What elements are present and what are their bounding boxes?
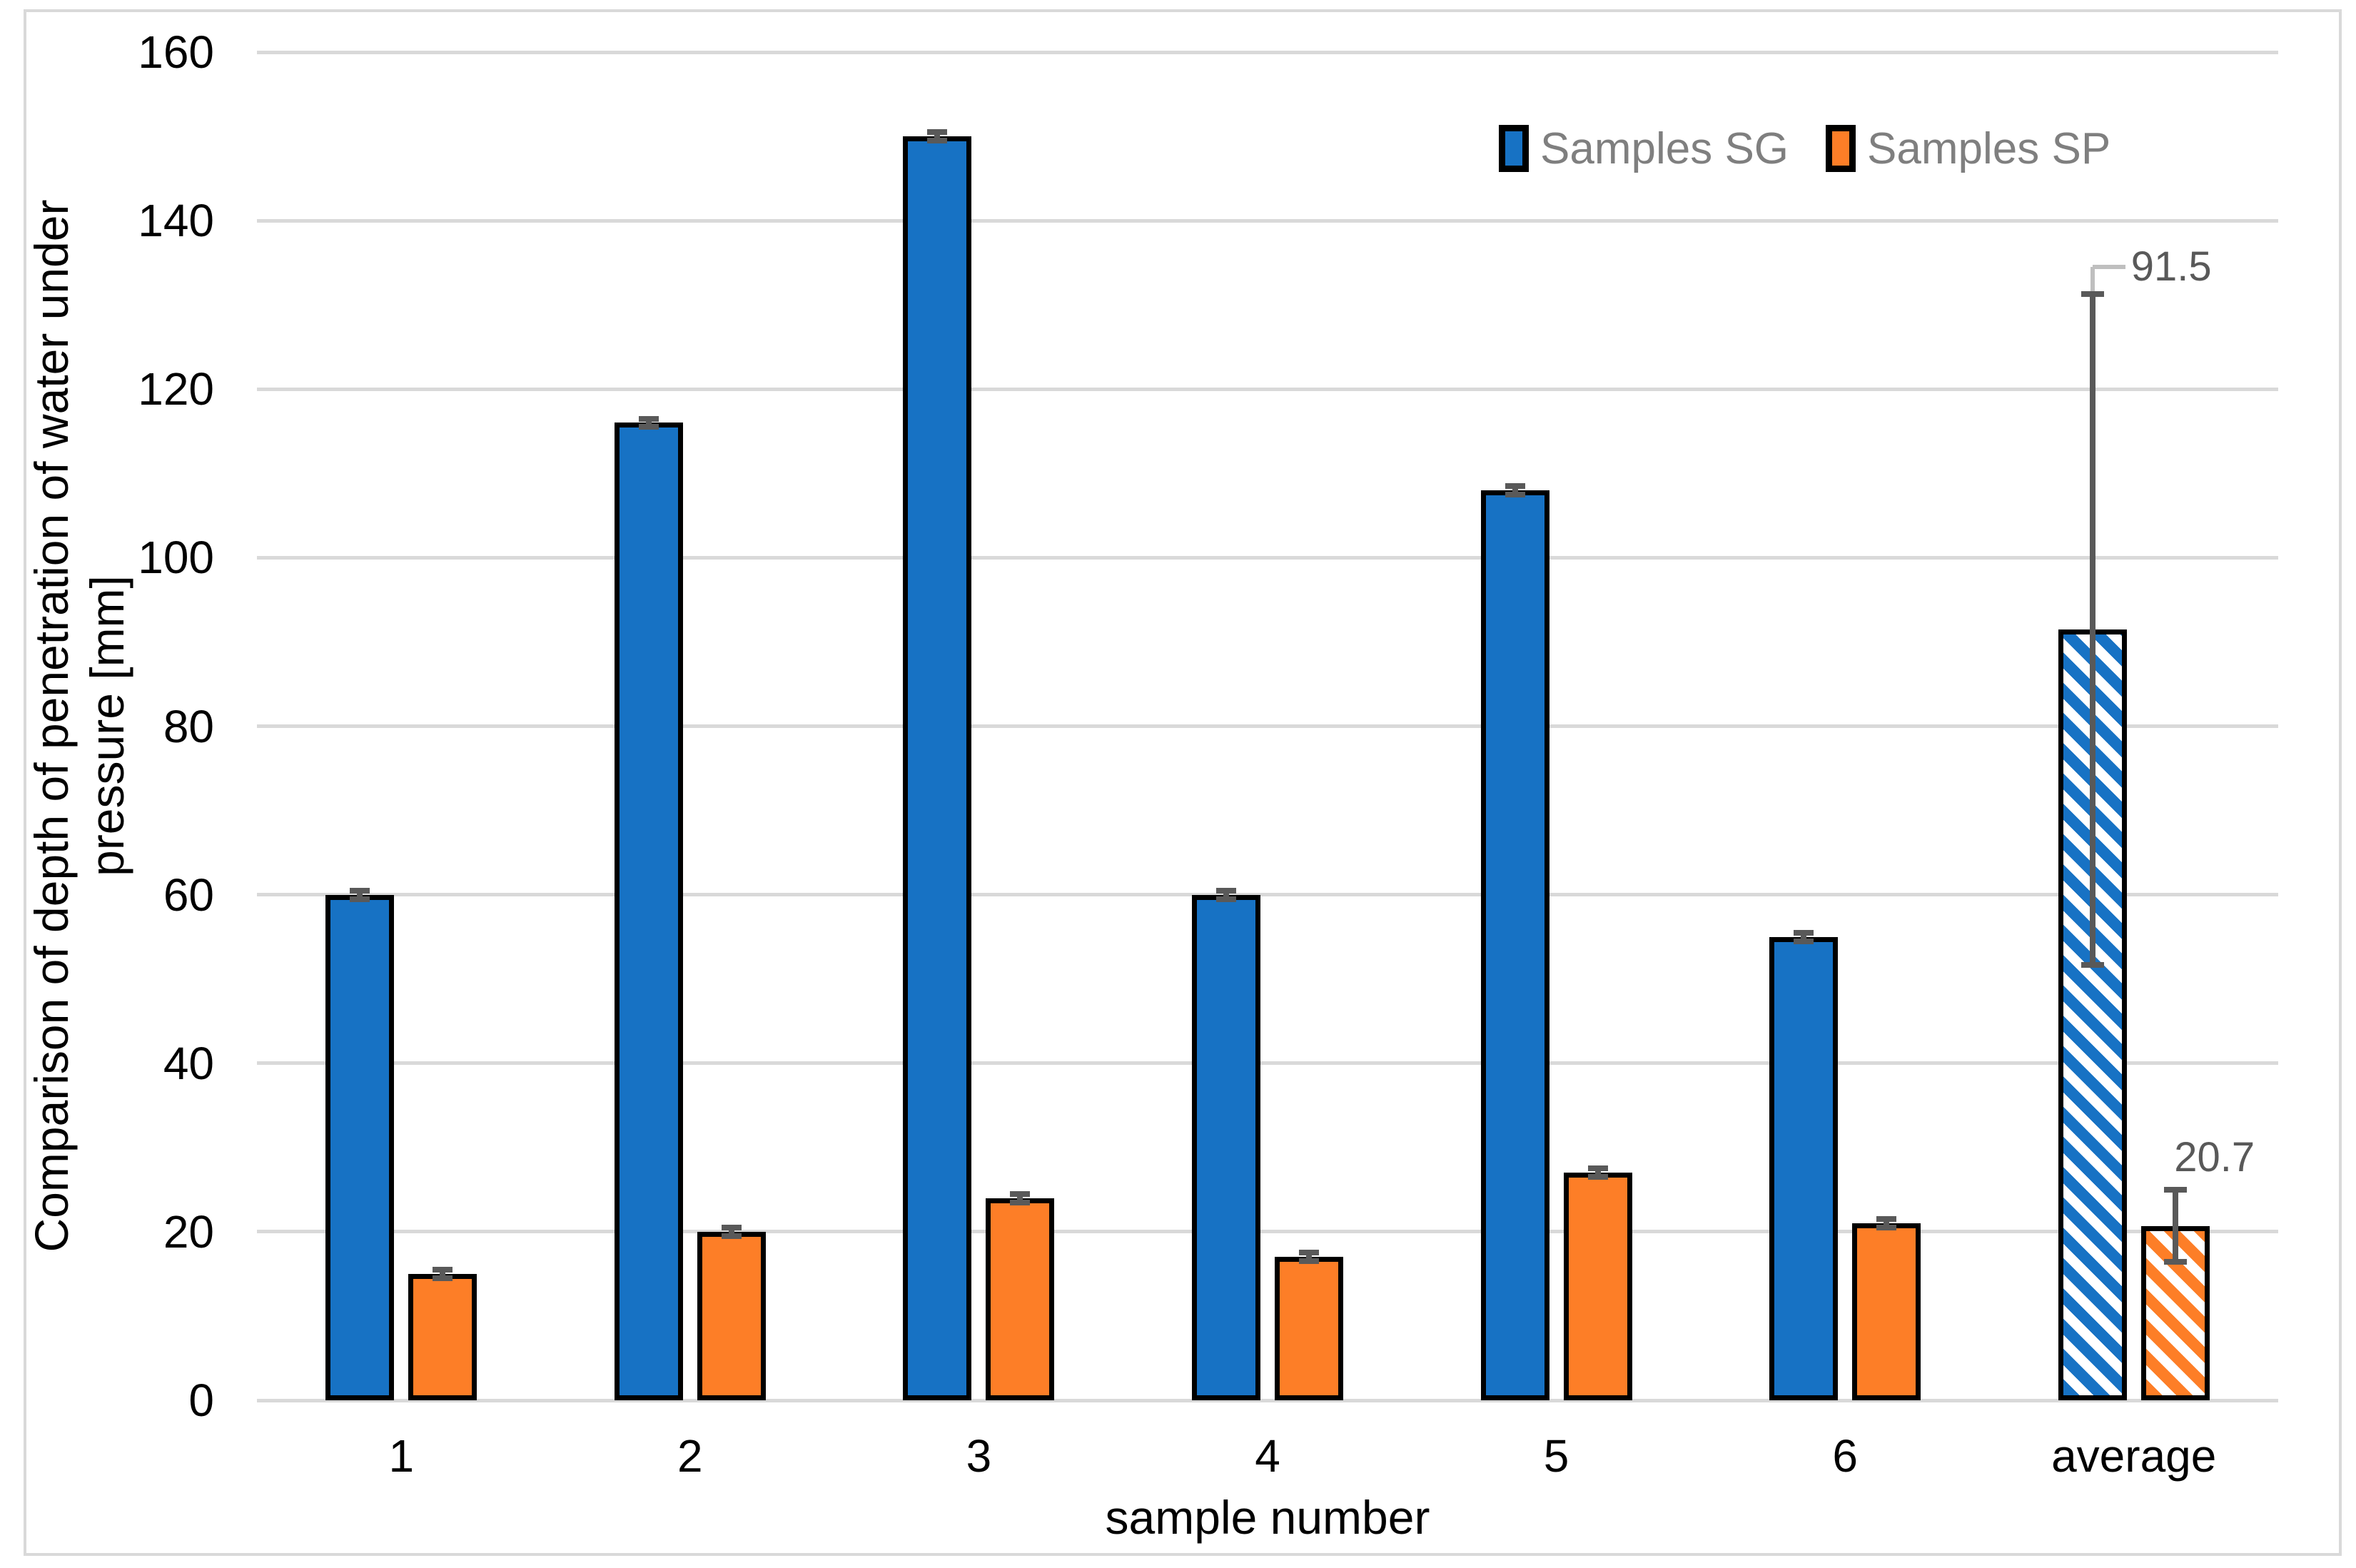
error-bar-samples-sg-1-cap	[350, 896, 370, 902]
bar-samples-sp-4	[1275, 1257, 1343, 1400]
gridline-100	[257, 555, 2278, 560]
error-bar-samples-sp-3	[1017, 1193, 1023, 1203]
bar-samples-sp-1	[408, 1273, 477, 1400]
gridline-0	[257, 1398, 2278, 1402]
bar-samples-sp-5	[1563, 1173, 1632, 1400]
data-label-leader-line	[2092, 265, 2125, 269]
error-bar-samples-sp-5-cap	[1587, 1165, 1608, 1172]
data-label-samples-sg: 91.5	[2130, 243, 2212, 290]
gridline-160	[257, 50, 2278, 54]
y-tick-label-60: 60	[163, 869, 214, 921]
y-tick-label-100: 100	[138, 532, 214, 584]
x-category-label-5: 5	[1543, 1430, 1569, 1482]
x-category-label-4: 4	[1255, 1430, 1280, 1482]
error-bar-samples-sg-3-cap	[927, 129, 948, 136]
x-category-label-1: 1	[388, 1430, 415, 1482]
error-bar-samples-sp-4-cap	[1299, 1250, 1319, 1256]
error-bar-samples-sg-3	[934, 132, 941, 141]
error-bar-samples-sg-6-cap	[1794, 929, 1814, 936]
error-bar-samples-sp-6-cap	[1876, 1224, 1897, 1230]
gridline-60	[257, 893, 2278, 897]
error-bar-samples-sg-6	[1801, 932, 1807, 941]
error-bar-samples-sp-4-cap	[1299, 1258, 1319, 1265]
error-bar-samples-sg-average-cap	[2081, 290, 2104, 297]
y-tick-label-160: 160	[138, 26, 214, 78]
legend-label-sg: Samples SG	[1540, 123, 1789, 173]
error-bar-samples-sp-2	[728, 1227, 734, 1236]
error-bar-samples-sp-average	[2172, 1189, 2178, 1263]
error-bar-samples-sg-average	[2089, 293, 2095, 965]
error-bar-samples-sg-5	[1512, 486, 1518, 495]
legend-swatch-sg-icon	[1499, 125, 1529, 172]
error-bar-samples-sg-6-cap	[1794, 938, 1814, 944]
error-bar-samples-sp-1-cap	[433, 1275, 453, 1281]
bar-samples-sg-5	[1480, 490, 1549, 1400]
error-bar-samples-sg-5-cap	[1505, 483, 1525, 490]
y-tick-label-120: 120	[138, 363, 214, 415]
error-bar-samples-sp-6	[1884, 1219, 1890, 1228]
x-category-label-3: 3	[966, 1430, 992, 1482]
bar-samples-sp-3	[986, 1198, 1055, 1400]
error-bar-samples-sp-1-cap	[433, 1267, 453, 1273]
y-tick-label-80: 80	[163, 700, 214, 752]
y-tick-label-40: 40	[163, 1037, 214, 1089]
error-bar-samples-sp-3-cap	[1010, 1199, 1031, 1205]
error-bar-samples-sg-2	[645, 418, 652, 428]
error-bar-samples-sg-4	[1223, 890, 1229, 899]
error-bar-samples-sg-4-cap	[1216, 896, 1236, 902]
bar-samples-sg-4	[1192, 894, 1260, 1400]
data-label-samples-sp: 20.7	[2174, 1133, 2255, 1180]
error-bar-samples-sp-3-cap	[1010, 1190, 1031, 1197]
legend-item-samples-sg: Samples SG	[1499, 123, 1789, 174]
error-bar-samples-sp-5-cap	[1587, 1174, 1608, 1180]
gridline-120	[257, 387, 2278, 391]
error-bar-samples-sp-2-cap	[721, 1224, 742, 1230]
error-bar-samples-sp-5	[1594, 1168, 1601, 1178]
error-bar-samples-sg-1-cap	[350, 887, 370, 894]
gridline-20	[257, 1230, 2278, 1234]
error-bar-samples-sp-1	[440, 1270, 446, 1278]
error-bar-samples-sp-average-cap	[2163, 1259, 2187, 1265]
legend-label-sp: Samples SP	[1867, 123, 2111, 173]
error-bar-samples-sg-5-cap	[1505, 491, 1525, 497]
error-bar-samples-sg-1	[357, 890, 363, 899]
bar-samples-sp-6	[1852, 1223, 1921, 1400]
plot-area: 91.5 20.7	[257, 50, 2278, 1402]
legend-item-samples-sp: Samples SP	[1826, 123, 2110, 174]
legend: Samples SG Samples SP	[1499, 121, 2110, 176]
y-tick-label-20: 20	[163, 1205, 214, 1258]
bar-samples-sg-1	[325, 894, 395, 1400]
y-tick-label-0: 0	[188, 1375, 214, 1426]
y-tick-label-140: 140	[138, 195, 214, 247]
legend-swatch-sp-icon	[1826, 125, 1856, 172]
x-category-label-2: 2	[677, 1430, 703, 1482]
error-bar-samples-sp-4	[1306, 1253, 1312, 1262]
error-bar-samples-sg-average-cap	[2081, 961, 2104, 968]
bar-samples-sp-2	[697, 1231, 766, 1400]
bar-samples-sg-2	[614, 423, 683, 1400]
bar-samples-sg-3	[903, 136, 972, 1400]
x-axis-title: sample number	[1105, 1491, 1430, 1544]
gridline-80	[257, 724, 2278, 728]
error-bar-samples-sg-4-cap	[1216, 887, 1236, 894]
error-bar-samples-sg-2-cap	[638, 424, 659, 430]
error-bar-samples-sg-3-cap	[927, 137, 948, 143]
error-bar-samples-sg-2-cap	[638, 415, 659, 422]
error-bar-samples-sp-2-cap	[721, 1233, 742, 1239]
gridline-40	[257, 1061, 2278, 1066]
bar-samples-sg-6	[1769, 936, 1839, 1400]
x-category-label-average: average	[2051, 1430, 2217, 1482]
error-bar-samples-sp-average-cap	[2163, 1186, 2187, 1193]
gridline-140	[257, 218, 2278, 223]
error-bar-samples-sp-6-cap	[1876, 1216, 1897, 1223]
x-category-label-6: 6	[1832, 1430, 1858, 1482]
